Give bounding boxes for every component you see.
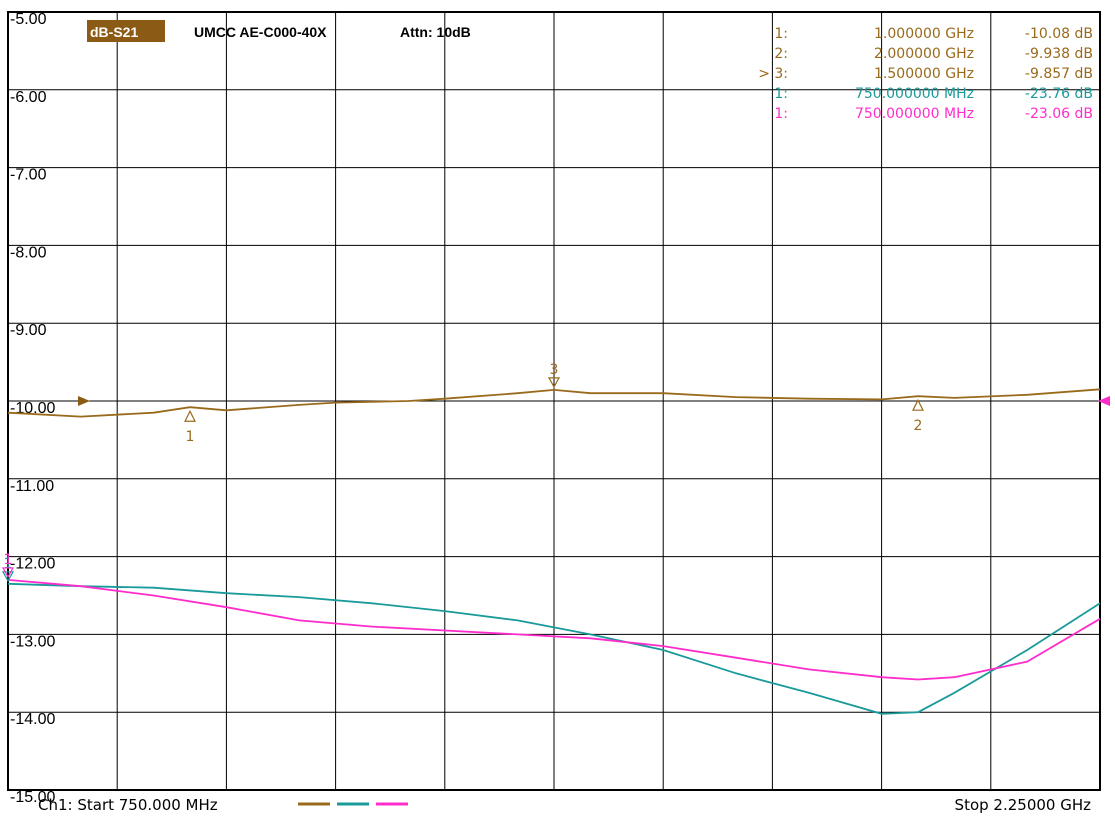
trace-2-line [7, 582, 1101, 715]
marker-index: 1: [774, 26, 788, 42]
marker-readout: 1: 1.000000 GHz -10.08 dB 2: 2.000000 GHz -9.… [758, 26, 1093, 122]
marker-frequency: 1.500000 GHz [874, 66, 974, 82]
marker-value: -10.08 dB [1025, 26, 1093, 42]
trace-1-line [7, 388, 1101, 418]
attenuation-label: Attn: 10dB [400, 24, 471, 40]
marker-readout-row: 2: 2.000000 GHz -9.938 dB [774, 46, 1093, 62]
format-badge [87, 20, 165, 42]
reference-arrow-right [1098, 396, 1110, 406]
svg-text:1: 1 [4, 556, 13, 572]
svg-text:2: 2 [914, 418, 923, 434]
marker-3-point: 3 [547, 362, 561, 389]
y-tick-label: -7.00 [10, 167, 47, 184]
device-label: UMCC AE-C000-40X [194, 24, 327, 40]
start-frequency-label: Ch1: Start 750.000 MHz [38, 796, 218, 814]
marker-readout-row: 1: 1.000000 GHz -10.08 dB [774, 26, 1093, 42]
marker-value: -23.76 dB [1025, 86, 1093, 102]
marker-value: -23.06 dB [1025, 106, 1093, 122]
y-tick-label: -5.00 [10, 11, 47, 28]
y-tick-label: -14.00 [10, 711, 55, 728]
marker-value: -9.938 dB [1025, 46, 1093, 62]
marker-frequency: 1.000000 GHz [874, 26, 974, 42]
marker-frequency: 2.000000 GHz [874, 46, 974, 62]
marker-index: 1: [774, 86, 788, 102]
reference-arrow-left [78, 396, 90, 406]
marker-readout-row: > 3: 1.500000 GHz -9.857 dB [758, 66, 1093, 82]
marker-frequency: 750.000000 MHz [855, 106, 974, 122]
marker-1-point: 1 [184, 409, 196, 445]
marker-frequency: 750.000000 MHz [855, 86, 974, 102]
y-tick-label: -9.00 [10, 322, 47, 339]
y-tick-label: -13.00 [10, 633, 55, 650]
y-tick-label: -6.00 [10, 89, 47, 106]
y-tick-label: -15.00 [10, 789, 55, 806]
marker-readout-row: 1: 750.000000 MHz -23.76 dB [774, 86, 1093, 102]
svg-text:1: 1 [4, 552, 13, 568]
svg-text:3: 3 [550, 362, 559, 378]
marker-index: > 3: [758, 66, 788, 82]
marker-2-point: 2 [912, 398, 924, 434]
marker-index: 2: [774, 46, 788, 62]
marker-index: 1: [774, 106, 788, 122]
y-tick-label: -12.00 [10, 556, 55, 573]
y-tick-label: -11.00 [10, 478, 54, 495]
format-label: dB-S21 [90, 24, 138, 40]
marker-1-point: 1 [1, 552, 15, 579]
stop-frequency-label: Stop 2.25000 GHz [955, 796, 1092, 814]
marker-value: -9.857 dB [1025, 66, 1093, 82]
y-tick-label: -8.00 [10, 244, 47, 261]
marker-readout-row: 1: 750.000000 MHz -23.06 dB [774, 106, 1093, 122]
trace-3-line [7, 579, 1101, 681]
marker-1-point: 1 [1, 556, 15, 583]
traces [7, 388, 1101, 715]
svg-text:1: 1 [186, 429, 195, 445]
